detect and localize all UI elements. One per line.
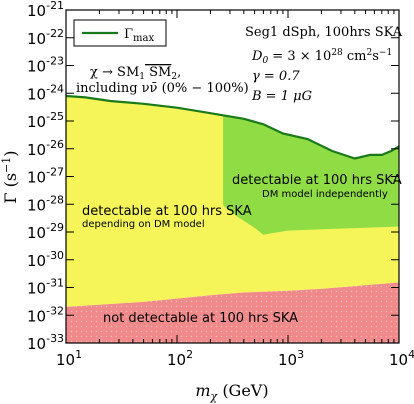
tick-marks — [65, 9, 400, 344]
y-tick-label: 10-24 — [27, 82, 64, 103]
undetectable-region — [66, 282, 399, 343]
gamma-max-line — [66, 94, 399, 160]
x-tick-labels: 101 102 103 104 — [56, 348, 414, 369]
y-tick-label: 10-32 — [27, 304, 64, 325]
source-label: Seg1 dSph, 100hrs SKA — [245, 25, 403, 40]
label-undetectable: not detectable at 100 hrs SKA — [103, 311, 298, 326]
x-axis-title: mχ (GeV) — [195, 381, 268, 403]
y-tick-label: 10-22 — [27, 27, 64, 48]
x-tick-label: 102 — [167, 348, 193, 369]
label-independent-2: DM model independently — [262, 189, 388, 200]
param-b: B = 1 μG — [251, 89, 312, 104]
y-tick-label: 10-29 — [27, 221, 64, 242]
y-tick-label: 10-31 — [27, 277, 64, 298]
process-line-1: χ → SM1 SM2, — [90, 65, 181, 82]
label-dependent-1: detectable at 100 hrs SKA — [82, 204, 252, 219]
y-tick-label: 10-30 — [27, 249, 64, 270]
legend-entry-sub: max — [133, 33, 154, 44]
legend-entry-main: Γ — [124, 27, 133, 42]
legend-entry: Γmax — [124, 27, 154, 44]
x-tick-label: 103 — [278, 348, 304, 369]
y-tick-labels: 10-21 10-22 10-23 10-24 10-25 10-26 10-27 10-28… — [27, 0, 64, 353]
y-tick-label: 10-25 — [27, 110, 64, 131]
y-tick-label: 10-33 — [27, 332, 64, 353]
y-axis-title: Γ (s−1) — [0, 150, 20, 203]
param-d0: D0 = 3 × 1028 cm2s−1 — [251, 48, 392, 66]
y-tick-label: 10-28 — [27, 193, 64, 214]
y-tick-label: 10-26 — [27, 138, 64, 159]
process-line-2: including νν̄ (0% − 100%) — [76, 81, 249, 96]
x-tick-label: 101 — [56, 348, 82, 369]
y-tick-label: 10-23 — [27, 55, 64, 76]
model-independent-region — [223, 115, 399, 235]
legend: Γmax — [73, 19, 167, 47]
param-gamma: γ = 0.7 — [252, 69, 300, 84]
label-dependent-2: depending on DM model — [82, 219, 205, 230]
label-independent-1: detectable at 100 hrs SKA — [232, 173, 402, 188]
y-tick-label: 10-21 — [27, 0, 64, 20]
y-tick-label: 10-27 — [27, 166, 64, 187]
x-tick-label: 104 — [389, 348, 414, 369]
